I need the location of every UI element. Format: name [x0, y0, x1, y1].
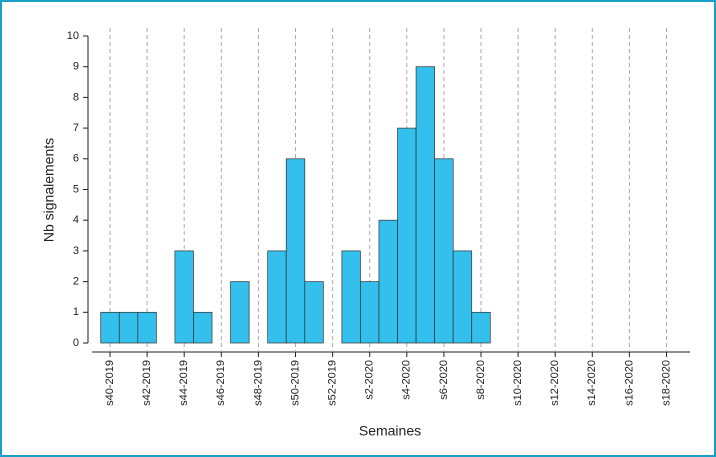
y-tick-label: 3	[73, 245, 79, 257]
bar	[285, 158, 306, 344]
y-tick-label: 5	[73, 183, 79, 195]
bar	[434, 158, 454, 344]
y-tick-label: 2	[73, 276, 79, 288]
bar	[471, 311, 491, 344]
bar	[267, 250, 287, 344]
x-tick-label: s42-2019	[141, 360, 153, 406]
x-tick-label: s44-2019	[178, 360, 190, 406]
x-tick-label: s4-2020	[401, 360, 413, 400]
x-tick-label: s52-2019	[327, 360, 339, 406]
x-tick-label: s48-2019	[252, 360, 264, 406]
x-tick-label: s50-2019	[289, 360, 301, 406]
y-tick-label: 4	[73, 214, 79, 226]
bar	[193, 311, 213, 344]
x-tick-label: s10-2020	[512, 360, 524, 406]
x-tick-label: s8-2020	[475, 360, 487, 400]
x-axis-title: Semaines	[359, 423, 421, 439]
y-tick-label: 7	[73, 122, 79, 134]
x-tick-label: s46-2019	[215, 360, 227, 406]
y-tick-label: 9	[73, 61, 79, 73]
bar	[397, 127, 417, 344]
x-tick-label: s14-2020	[586, 360, 598, 406]
y-tick-label: 8	[73, 91, 79, 103]
bar	[137, 311, 157, 344]
x-tick-label: s2-2020	[364, 360, 376, 400]
bar	[360, 281, 380, 344]
y-axis-title: Nb signalements	[41, 138, 57, 242]
bar	[452, 250, 473, 344]
x-tick-label: s40-2019	[104, 360, 116, 406]
bar	[174, 250, 194, 344]
x-tick-label: s18-2020	[660, 360, 672, 406]
bar	[378, 219, 398, 344]
y-tick-label: 10	[67, 30, 79, 42]
y-tick-label: 6	[73, 153, 79, 165]
x-tick-label: s6-2020	[438, 360, 450, 400]
bar	[230, 281, 250, 344]
x-tick-label: s12-2020	[549, 360, 561, 406]
bar	[100, 311, 120, 344]
y-tick-label: 0	[73, 337, 79, 349]
bar	[341, 250, 361, 344]
bar	[304, 281, 324, 344]
bar	[118, 311, 139, 344]
x-tick-label: s16-2020	[623, 360, 635, 406]
bar	[415, 66, 435, 344]
y-tick-label: 1	[73, 306, 79, 318]
